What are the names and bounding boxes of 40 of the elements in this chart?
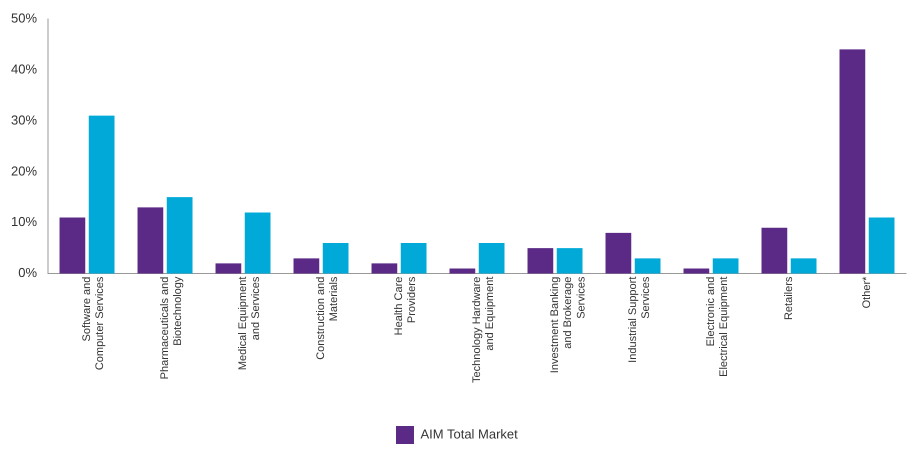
bar <box>556 248 582 274</box>
x-tick-label: Software and Computer Services <box>81 276 106 370</box>
bar <box>762 228 788 274</box>
x-tick-label: Other* <box>861 276 874 308</box>
bar <box>372 263 398 274</box>
y-tick-label: 50% <box>10 10 38 26</box>
bar <box>88 116 115 274</box>
x-tick-label: Investment Banking and Brokerage Services <box>549 276 588 374</box>
y-tick-label: 10% <box>10 214 38 230</box>
x-tick-label: Medical Equipment and Services <box>237 276 262 370</box>
x-tick-label: Retailers <box>783 276 796 320</box>
y-tick-label: 20% <box>10 163 38 178</box>
y-tick-label: 0% <box>18 265 38 280</box>
x-tick-label: Industrial Support Services <box>627 276 652 363</box>
x-tick-label: Pharmaceuticals and Biotechnology <box>159 276 184 380</box>
x-tick-label: Construction and Materials <box>315 276 340 360</box>
bar <box>166 197 193 274</box>
x-tick-label: Electronic and Electrical Equipment <box>705 276 730 377</box>
x-tick-label: Technology Hardware and Equipment <box>471 276 496 383</box>
x-tick-label: Health Care Providers <box>393 276 418 336</box>
bar <box>634 258 660 274</box>
bar <box>684 268 710 274</box>
bar <box>478 243 505 274</box>
bar <box>244 212 271 274</box>
bar <box>400 243 427 274</box>
bar <box>712 258 738 274</box>
bar <box>450 268 476 274</box>
bar <box>294 258 320 274</box>
bar <box>216 263 242 274</box>
legend-label: AIM Total Market <box>420 426 518 442</box>
bar <box>322 243 349 274</box>
bar <box>840 49 866 274</box>
bar <box>606 232 632 274</box>
bar <box>790 258 816 274</box>
bar <box>868 218 894 274</box>
bar <box>138 207 164 274</box>
y-tick-label: 30% <box>10 112 38 128</box>
y-tick-label: 40% <box>10 61 38 76</box>
bar <box>60 218 86 274</box>
bar <box>528 248 554 274</box>
